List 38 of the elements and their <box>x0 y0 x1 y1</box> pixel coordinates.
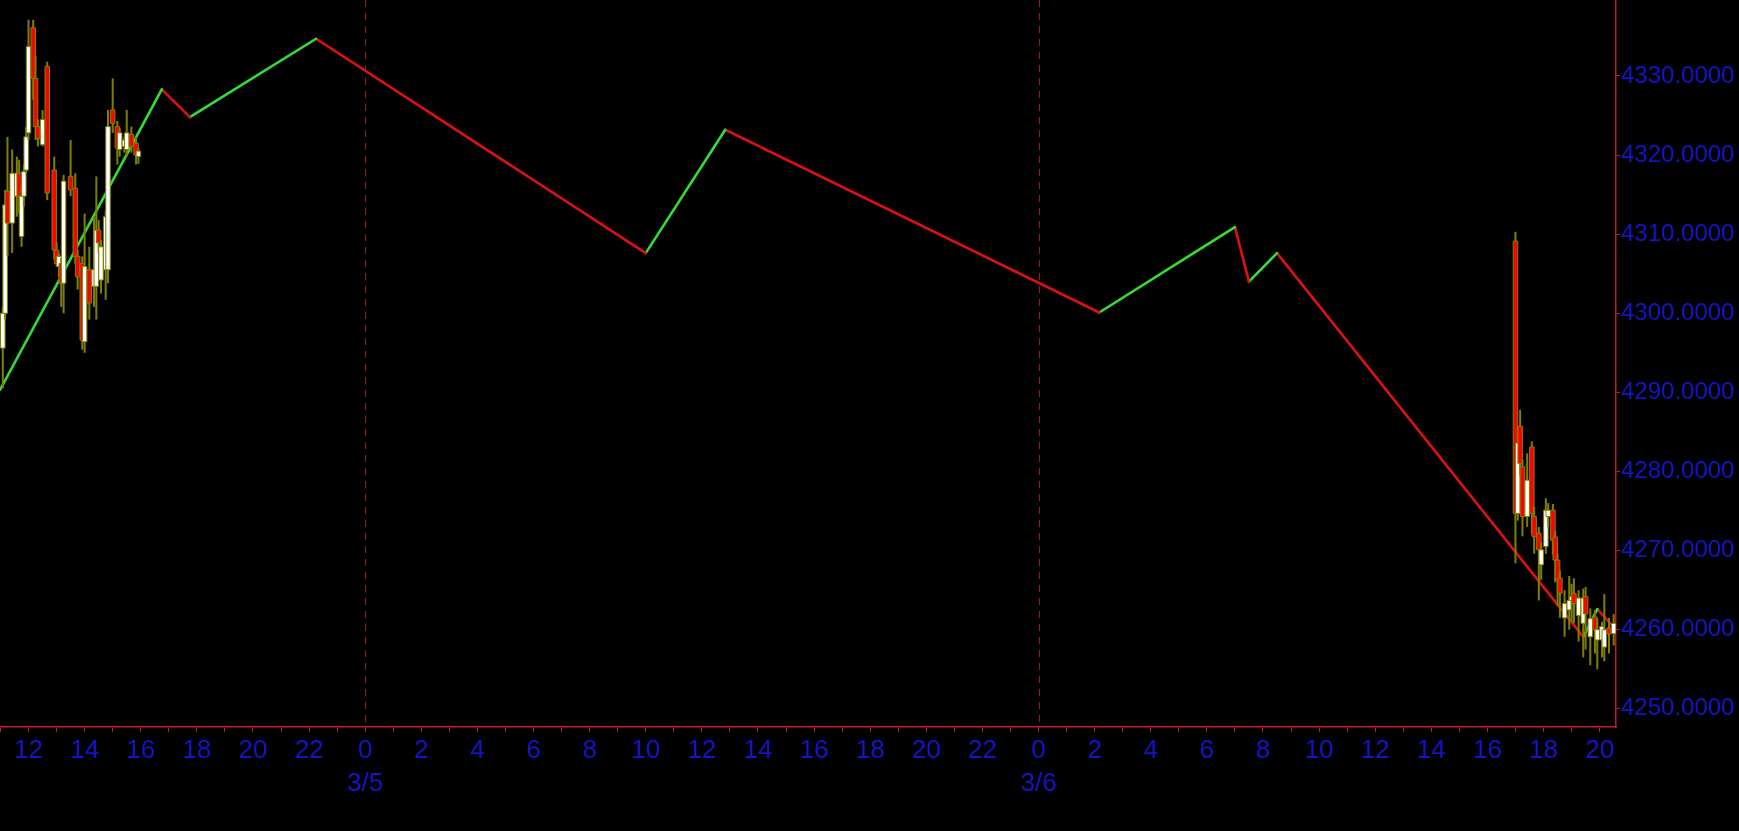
x-tick-label: 8 <box>582 734 597 765</box>
x-tick-label: 4 <box>470 734 485 765</box>
x-tick-label: 20 <box>911 734 941 765</box>
x-tick-label: 6 <box>1199 734 1215 765</box>
y-tick-label: 4250.0000 <box>1621 693 1735 721</box>
x-tick-label: 16 <box>1472 734 1502 765</box>
x-tick-label: 16 <box>126 734 156 765</box>
x-tick-label: 12 <box>687 734 717 765</box>
y-tick-label: 4280.0000 <box>1621 456 1735 484</box>
x-tick-label: 8 <box>1255 734 1271 765</box>
y-tick-label: 4300.0000 <box>1621 297 1735 325</box>
y-tick-label: 4260.0000 <box>1621 614 1735 642</box>
y-tick-label: 4310.0000 <box>1621 218 1735 246</box>
x-tick-label: 14 <box>1416 734 1446 765</box>
y-tick-label: 4290.0000 <box>1621 377 1735 404</box>
x-tick-label: 22 <box>294 734 324 765</box>
x-tick-label: 22 <box>967 734 997 765</box>
x-tick-label: 12 <box>1360 734 1390 765</box>
y-tick-label: 4270.0000 <box>1621 535 1735 563</box>
x-tick-label: 6 <box>526 734 541 765</box>
y-tick-label: 4330.0000 <box>1621 60 1735 88</box>
x-tick-label: 12 <box>14 734 43 765</box>
x-tick-label: 14 <box>70 734 100 765</box>
x-tick-label: 18 <box>855 734 885 765</box>
y-tick-label: 4320.0000 <box>1621 139 1735 167</box>
x-tick-label: 0 3/6 <box>1020 734 1057 797</box>
x-tick-label: 10 <box>1304 734 1334 765</box>
x-tick-label: 16 <box>799 734 829 765</box>
x-tick-label: 14 <box>743 734 773 765</box>
x-tick-label: 0 3/5 <box>347 734 384 797</box>
x-tick-label: 10 <box>631 734 661 765</box>
x-tick-label: 2 <box>1087 734 1102 765</box>
x-tick-label: 4 <box>1143 734 1158 765</box>
x-tick-label: 20 <box>238 734 268 765</box>
x-tick-label: 18 <box>182 734 212 765</box>
x-tick-label: 18 <box>1529 734 1558 765</box>
x-tick-label: 2 <box>414 734 429 765</box>
x-tick-label: 20 <box>1585 734 1615 765</box>
